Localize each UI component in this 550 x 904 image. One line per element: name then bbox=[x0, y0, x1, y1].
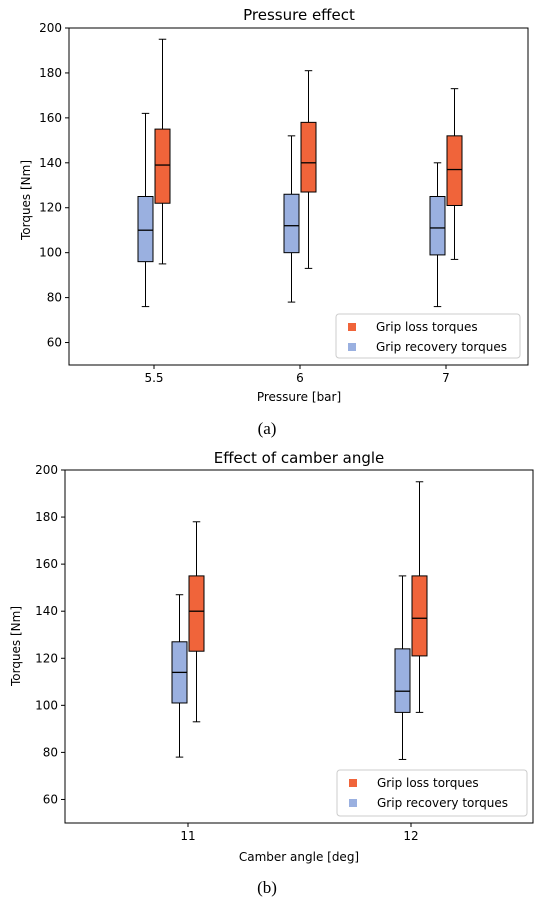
legend-label: Grip recovery torques bbox=[376, 340, 507, 354]
legend-label: Grip loss torques bbox=[377, 776, 479, 790]
y-tick-label: 120 bbox=[39, 201, 62, 215]
iqr-box bbox=[283, 193, 300, 254]
y-tick-label: 140 bbox=[35, 604, 58, 618]
x-axis-label: Pressure [bar] bbox=[257, 390, 341, 404]
y-tick-label: 100 bbox=[35, 698, 58, 712]
y-tick-label: 60 bbox=[47, 336, 62, 350]
iqr-box bbox=[300, 121, 317, 193]
chart-camber-angle: Effect of camber angle Camber angle [deg… bbox=[9, 449, 534, 897]
figure-caption: (a) bbox=[258, 419, 277, 438]
chart-pressure-effect: Pressure effect Pressure [bar] Torques [… bbox=[19, 6, 529, 438]
legend-label: Grip recovery torques bbox=[377, 796, 508, 810]
y-axis-label: Torques [Nm] bbox=[19, 160, 33, 241]
legend: Grip loss torques Grip recovery torques bbox=[336, 769, 528, 817]
iqr-box bbox=[429, 196, 446, 256]
legend-swatch bbox=[348, 323, 356, 331]
x-axis-label: Camber angle [deg] bbox=[239, 850, 359, 864]
y-tick-label: 80 bbox=[47, 291, 62, 305]
x-tick-label: 11 bbox=[180, 829, 195, 843]
legend-swatch bbox=[349, 799, 357, 807]
box-recovery bbox=[283, 135, 300, 303]
iqr-box bbox=[446, 135, 463, 206]
box-recovery bbox=[171, 594, 188, 758]
x-tick-label: 12 bbox=[403, 829, 418, 843]
box-loss bbox=[154, 38, 171, 265]
box-loss bbox=[300, 70, 317, 269]
plot-area: 60 80 100 120 140 160 180 200 11 12 Grip loss torq… bbox=[35, 463, 534, 843]
iqr-box bbox=[394, 648, 411, 713]
plot-frame bbox=[68, 27, 529, 366]
y-tick-label: 200 bbox=[35, 463, 58, 477]
iqr-box bbox=[188, 575, 205, 652]
plot-area: 60 80 100 120 140 160 180 200 5.5 6 7 Grip loss tor… bbox=[39, 21, 529, 385]
y-tick-label: 80 bbox=[43, 745, 58, 759]
legend: Grip loss torques Grip recovery torques bbox=[335, 313, 521, 359]
x-tick-label: 5.5 bbox=[144, 371, 163, 385]
x-tick-label: 6 bbox=[296, 371, 304, 385]
chart-title: Pressure effect bbox=[243, 6, 355, 24]
y-tick-label: 120 bbox=[35, 651, 58, 665]
box-loss bbox=[411, 481, 428, 713]
box-loss bbox=[446, 88, 463, 260]
box-recovery bbox=[137, 112, 154, 308]
iqr-box bbox=[137, 196, 154, 263]
legend-frame bbox=[335, 313, 521, 359]
y-tick-label: 180 bbox=[39, 66, 62, 80]
y-tick-label: 180 bbox=[35, 510, 58, 524]
box-recovery bbox=[394, 575, 411, 760]
plot-frame bbox=[64, 469, 534, 824]
x-tick-label: 7 bbox=[442, 371, 450, 385]
legend-frame bbox=[336, 769, 528, 817]
legend-label: Grip loss torques bbox=[376, 320, 478, 334]
iqr-box bbox=[154, 128, 171, 204]
y-tick-label: 140 bbox=[39, 156, 62, 170]
y-tick-label: 60 bbox=[43, 792, 58, 806]
y-axis-label: Torques [Nm] bbox=[9, 606, 23, 687]
iqr-box bbox=[411, 575, 428, 657]
box-loss bbox=[188, 521, 205, 723]
y-tick-label: 160 bbox=[39, 111, 62, 125]
chart-title: Effect of camber angle bbox=[214, 449, 385, 467]
y-tick-label: 100 bbox=[39, 246, 62, 260]
y-tick-label: 160 bbox=[35, 557, 58, 571]
legend-swatch bbox=[348, 343, 356, 351]
y-tick-label: 200 bbox=[39, 21, 62, 35]
figure-caption: (b) bbox=[257, 878, 277, 897]
box-recovery bbox=[429, 162, 446, 308]
legend-swatch bbox=[349, 779, 357, 787]
